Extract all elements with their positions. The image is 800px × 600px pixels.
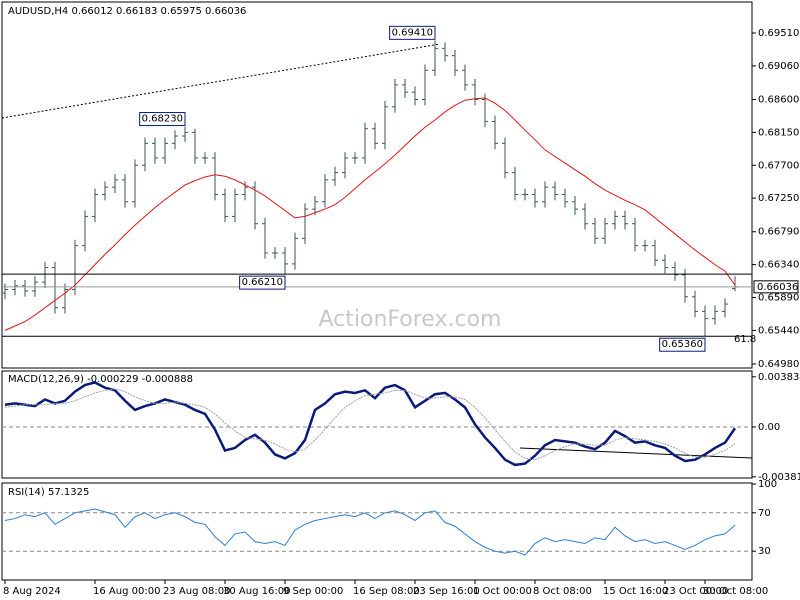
trend-line [1, 43, 441, 119]
annotation-box [239, 275, 286, 290]
indicator-line [4, 381, 737, 467]
rsi-title: RSI(14) 57.1325 [8, 487, 89, 498]
fib-label: 61.8 [734, 334, 756, 345]
y-tick-label: 0.67700 [758, 160, 799, 171]
y-tick-label: 0.64980 [758, 359, 799, 370]
indicator-line [4, 508, 736, 556]
indicator-line [4, 97, 736, 331]
x-tick-label: 8 Oct 08:00 [533, 586, 592, 597]
price-pane [1, 1, 753, 369]
y-tick-label: 0.69510 [758, 28, 799, 39]
x-tick-label: 16 Aug 00:00 [93, 586, 160, 597]
x-tick-label: 30 Oct 08:00 [703, 586, 768, 597]
y-tick-label: 0.65890 [758, 292, 799, 303]
y-tick-label: 0.65440 [758, 325, 799, 336]
y-tick-label: 30 [758, 546, 771, 557]
y-tick-label: 100 [758, 479, 777, 490]
x-tick-label: 15 Oct 16:00 [603, 586, 668, 597]
price-label: 0.66036 [757, 282, 798, 293]
y-tick-label: 0.68600 [758, 95, 799, 106]
price-label-box [753, 280, 799, 294]
y-tick-label: 0.00 [758, 422, 780, 433]
chart-title: AUDUSD,H4 0.66012 0.66183 0.65975 0.6603… [8, 6, 246, 17]
watermark: ActionForex.com [319, 307, 502, 332]
annotation-box [389, 25, 436, 40]
x-tick-label: 30 Aug 16:00 [223, 586, 290, 597]
annotation-box [139, 112, 186, 127]
annotation-label: 0.69410 [392, 27, 433, 38]
y-tick-label: 0.003834 [758, 372, 800, 383]
x-tick-label: 23 Oct 00:00 [663, 586, 728, 597]
y-tick-label: 0.69060 [758, 61, 799, 72]
macd-trend-line [519, 447, 753, 459]
annotation-box [659, 337, 706, 352]
y-tick-label: 0.68150 [758, 127, 799, 138]
indicator-line [4, 388, 736, 461]
x-tick-label: 23 Aug 08:00 [163, 586, 230, 597]
x-tick-label: 23 Sep 16:00 [413, 586, 480, 597]
macd-title: MACD(12,26,9) -0.000229 -0.000888 [8, 374, 193, 385]
y-tick-label: 0.66790 [758, 227, 799, 238]
y-tick-label: 0.67250 [758, 193, 799, 204]
annotation-label: 0.68230 [142, 114, 183, 125]
x-tick-label: 9 Sep 00:00 [283, 586, 343, 597]
annotation-label: 0.65360 [662, 339, 703, 350]
x-tick-label: 1 Oct 00:00 [473, 586, 532, 597]
y-tick-label: 0.66340 [758, 260, 799, 271]
x-tick-label: 16 Sep 08:00 [353, 586, 420, 597]
annotation-label: 0.66210 [242, 277, 283, 288]
y-tick-label: 70 [758, 508, 771, 519]
x-tick-label: 8 Aug 2024 [3, 586, 61, 597]
rsi-pane [1, 482, 753, 581]
macd-pane [1, 370, 753, 479]
